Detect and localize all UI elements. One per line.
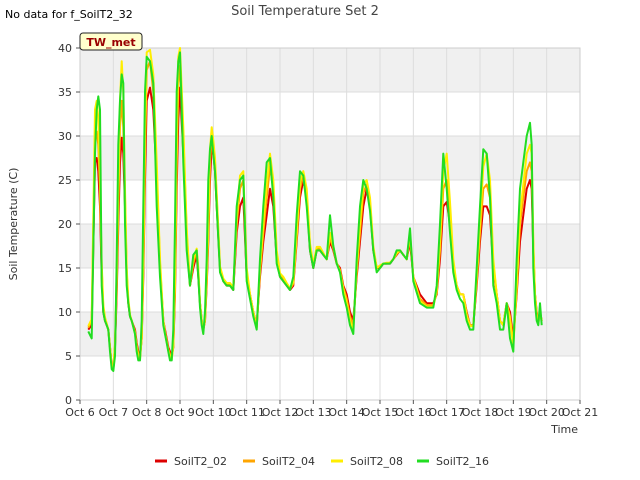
x-axis-label: Time <box>550 423 578 436</box>
chart-title: Soil Temperature Set 2 <box>231 4 379 19</box>
series-lines <box>87 47 543 372</box>
no-data-note: No data for f_SoilT2_32 <box>5 8 133 21</box>
y-tick-label: 15 <box>58 262 72 275</box>
x-tick-label: Oct 16 <box>395 406 432 419</box>
site-badge-label: TW_met <box>86 36 135 49</box>
legend: SoilT2_02 SoilT2_04 SoilT2_08 SoilT2_16 <box>155 455 489 468</box>
x-tick-label: Oct 9 <box>165 406 195 419</box>
x-tick-label: Oct 10 <box>195 406 232 419</box>
series-line-soilt2-16 <box>87 51 543 372</box>
y-tick-label: 0 <box>65 394 72 407</box>
legend-label: SoilT2_08 <box>350 455 403 468</box>
x-tick-label: Oct 7 <box>99 406 129 419</box>
grid-band <box>80 136 580 180</box>
x-tick-label: Oct 18 <box>462 406 499 419</box>
x-tick-label: Oct 6 <box>65 406 95 419</box>
legend-label: SoilT2_02 <box>174 455 227 468</box>
grid-bands <box>80 48 580 356</box>
x-tick-label: Oct 19 <box>495 406 532 419</box>
x-tick-label: Oct 15 <box>362 406 399 419</box>
y-axis-ticks: 0 5 10 15 20 25 30 35 40 <box>58 42 80 407</box>
y-tick-label: 10 <box>58 306 72 319</box>
y-tick-label: 20 <box>58 218 72 231</box>
y-tick-label: 30 <box>58 130 72 143</box>
site-badge-box <box>79 32 143 51</box>
x-tick-label: Oct 11 <box>228 406 265 419</box>
y-tick-label: 40 <box>58 42 72 55</box>
y-tick-label: 5 <box>65 350 72 363</box>
y-axis-label: Soil Temperature (C) <box>7 168 20 281</box>
x-tick-label: Oct 14 <box>328 406 365 419</box>
y-tick-label: 25 <box>58 174 72 187</box>
y-tick-label: 35 <box>58 86 72 99</box>
x-tick-label: Oct 8 <box>132 406 162 419</box>
site-badge: TW_met <box>79 32 143 51</box>
x-tick-label: Oct 20 <box>528 406 565 419</box>
grid-band <box>80 48 580 92</box>
x-tick-label: Oct 13 <box>295 406 332 419</box>
x-tick-label: Oct 12 <box>262 406 299 419</box>
legend-label: SoilT2_04 <box>262 455 315 468</box>
legend-label: SoilT2_16 <box>436 455 489 468</box>
x-tick-label: Oct 21 <box>562 406 599 419</box>
x-tick-label: Oct 17 <box>428 406 465 419</box>
